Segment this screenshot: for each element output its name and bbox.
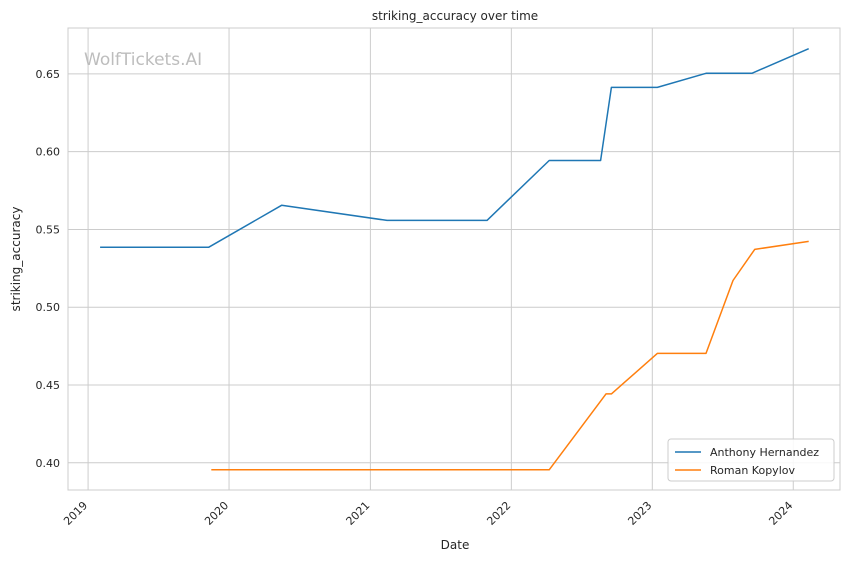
legend: Anthony Hernandez Roman Kopylov xyxy=(667,438,835,482)
y-tick-label: 0.45 xyxy=(36,379,61,392)
chart-title: striking_accuracy over time xyxy=(372,9,538,23)
series-line-anthony-hernandez xyxy=(100,48,809,249)
legend-label-roman-kopylov: Roman Kopylov xyxy=(710,464,795,477)
y-tick-label: 0.55 xyxy=(36,223,61,236)
y-axis-label: striking_accuracy xyxy=(9,207,23,312)
legend-label-anthony-hernandez: Anthony Hernandez xyxy=(710,446,819,459)
y-tick-labels: 0.40 0.45 0.50 0.55 0.60 0.65 xyxy=(36,68,61,470)
y-tick-label: 0.60 xyxy=(36,146,61,159)
y-tick-label: 0.50 xyxy=(36,301,61,314)
y-tick-label: 0.40 xyxy=(36,457,61,470)
x-axis-label: Date xyxy=(441,538,470,552)
series-line-roman-kopylov xyxy=(211,240,809,471)
plot-frame xyxy=(67,27,841,491)
watermark: WolfTickets.AI xyxy=(84,50,202,70)
y-tick-label: 0.65 xyxy=(36,68,61,81)
legend-box xyxy=(667,438,835,482)
series-layer xyxy=(100,48,809,471)
